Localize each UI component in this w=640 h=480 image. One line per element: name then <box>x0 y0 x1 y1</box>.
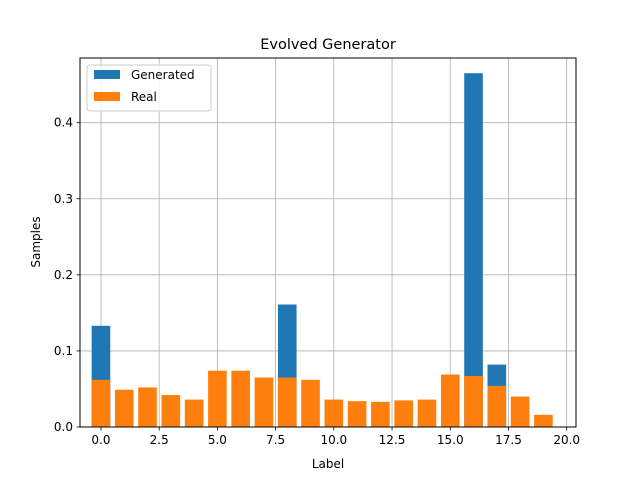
bar-real <box>394 400 413 427</box>
bar-real <box>534 414 553 427</box>
legend: Generated Real <box>86 64 212 112</box>
y-tick-label: 0.2 <box>54 268 73 282</box>
bar-real <box>464 376 483 427</box>
bar-real <box>371 401 390 427</box>
chart-title: Evolved Generator <box>260 37 396 53</box>
legend-label-real: Real <box>131 90 157 104</box>
bar-real <box>254 377 274 427</box>
y-tick-label: 0.4 <box>54 116 73 130</box>
plot-frame <box>79 57 577 428</box>
bar-real <box>324 399 344 427</box>
legend-swatch-generated <box>94 70 120 79</box>
x-tick-label: 7.5 <box>266 433 285 447</box>
y-tick-label: 0.1 <box>54 344 73 358</box>
x-tick-label: 10.0 <box>320 433 347 447</box>
x-tick-label: 17.5 <box>495 433 522 447</box>
bar-real <box>301 379 320 427</box>
x-tick-label: 20.0 <box>553 433 580 447</box>
bar-real <box>114 389 134 427</box>
x-tick-label: 5.0 <box>208 433 227 447</box>
bar-real <box>277 377 297 427</box>
bar-generated <box>464 73 483 427</box>
x-tick-label: 12.5 <box>379 433 406 447</box>
bar-real <box>510 396 530 427</box>
bar-real <box>231 370 250 427</box>
bar-real <box>417 399 437 427</box>
legend-swatch-real <box>94 92 120 101</box>
y-axis-label: Samples <box>29 216 43 267</box>
bar-real <box>347 401 367 427</box>
legend-label-generated: Generated <box>131 68 195 82</box>
x-axis-ticks: 0.0 2.5 5.0 7.5 10.0 12.5 15.0 17.5 20.0 <box>91 427 580 447</box>
x-axis-label: Label <box>312 457 344 471</box>
bar-real <box>138 387 157 427</box>
bar-real <box>208 370 227 427</box>
bar-real <box>161 395 181 427</box>
y-tick-label: 0.3 <box>54 192 73 206</box>
x-tick-label: 0.0 <box>91 433 110 447</box>
bar-real <box>440 374 460 427</box>
x-tick-label: 15.0 <box>437 433 464 447</box>
bar-real <box>487 385 507 427</box>
y-tick-label: 0.0 <box>54 420 73 434</box>
bar-real <box>184 399 204 427</box>
y-axis-ticks: 0.0 0.1 0.2 0.3 0.4 <box>54 116 80 434</box>
bars <box>91 73 553 427</box>
x-tick-label: 2.5 <box>150 433 169 447</box>
grid-lines <box>80 58 576 428</box>
bar-real <box>91 379 111 427</box>
